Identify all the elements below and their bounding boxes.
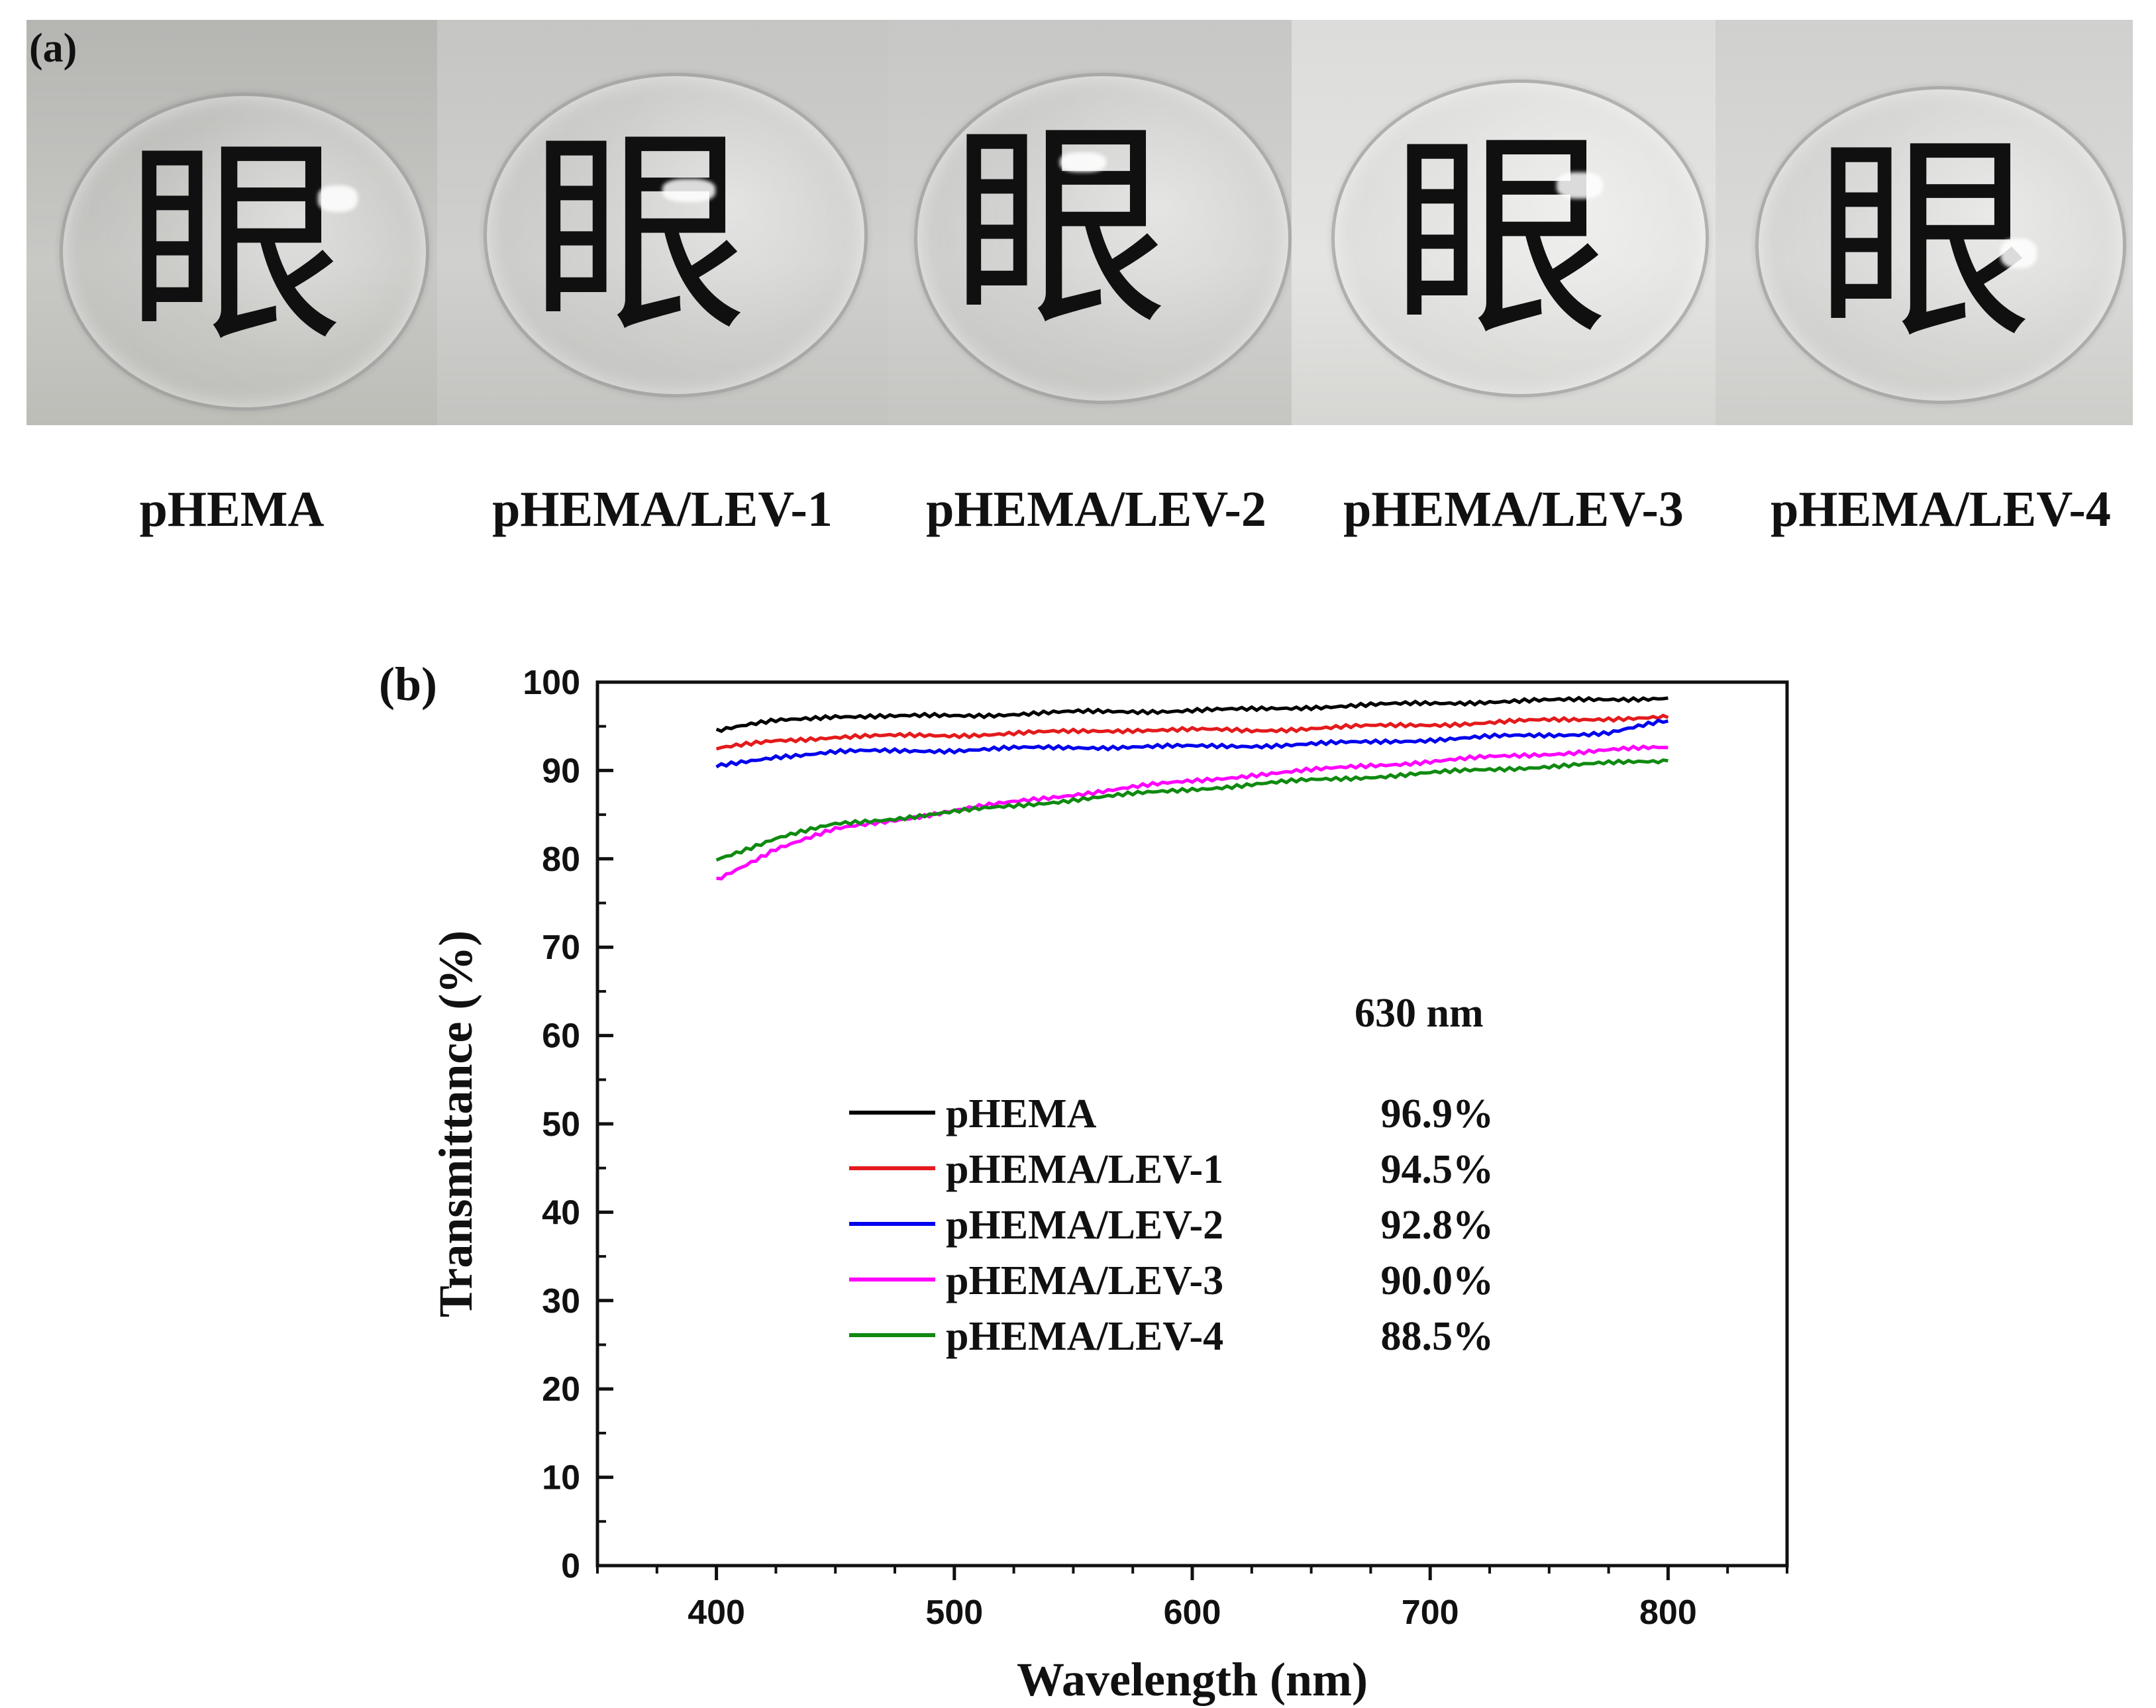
y-tick-label: 100 bbox=[523, 664, 580, 702]
sample-photo-lev2: 眼 bbox=[888, 20, 1292, 425]
legend-entry-value: 88.5% bbox=[1381, 1314, 1494, 1359]
x-tick-label: 600 bbox=[1164, 1593, 1221, 1632]
sample-label-lev2: pHEMA/LEV-2 bbox=[926, 481, 1266, 537]
x-tick-label: 400 bbox=[688, 1593, 745, 1632]
panel-b-label: (b) bbox=[379, 658, 437, 711]
series-lines bbox=[715, 695, 1669, 881]
legend-entry-label: pHEMA/LEV-4 bbox=[946, 1314, 1223, 1359]
series-line bbox=[715, 713, 1669, 751]
eye-glyph: 眼 bbox=[950, 101, 1169, 356]
axis-ticks bbox=[596, 680, 1788, 1580]
eye-glyph: 眼 bbox=[530, 108, 748, 362]
lens-disc bbox=[60, 93, 429, 411]
y-tick-label: 50 bbox=[542, 1105, 580, 1144]
series-line bbox=[715, 758, 1668, 862]
legend: pHEMA 96.9% pHEMA/LEV-1 94.5% pHEMA/LEV-2 92.… bbox=[849, 1091, 1494, 1359]
sample-label-lev4: pHEMA/LEV-4 bbox=[1771, 481, 2111, 537]
sample-photo-lev1: 眼 bbox=[437, 20, 888, 425]
sample-label-lev3: pHEMA/LEV-3 bbox=[1343, 481, 1684, 537]
lens-shine bbox=[1060, 152, 1106, 172]
panel-a-label: (a) bbox=[29, 26, 77, 71]
legend-entry-label: pHEMA/LEV-1 bbox=[946, 1147, 1223, 1192]
legend-entry-value: 96.9% bbox=[1381, 1091, 1494, 1136]
eye-glyph: 眼 bbox=[126, 118, 344, 372]
legend-entry-value: 94.5% bbox=[1381, 1147, 1494, 1192]
legend-entry-value: 90.0% bbox=[1381, 1258, 1494, 1303]
y-tick-label: 80 bbox=[542, 840, 580, 879]
y-tick-label: 90 bbox=[542, 752, 580, 790]
lens-shine bbox=[662, 179, 715, 202]
sample-photo-lev3: 眼 bbox=[1292, 20, 1716, 425]
lens-shine bbox=[318, 185, 358, 212]
legend-entry-label: pHEMA bbox=[946, 1091, 1097, 1136]
x-tick-label: 700 bbox=[1402, 1593, 1459, 1632]
y-tick-label: 20 bbox=[542, 1370, 580, 1409]
lens-shine bbox=[1557, 172, 1603, 199]
lens-disc bbox=[484, 73, 868, 397]
x-tick-label: 800 bbox=[1639, 1593, 1697, 1632]
x-axis-title: Wavelength (nm) bbox=[1017, 1653, 1368, 1706]
sample-label-phema: pHEMA bbox=[139, 481, 325, 537]
lens-disc bbox=[914, 73, 1292, 404]
series-line bbox=[715, 695, 1668, 733]
y-tick-label: 60 bbox=[542, 1017, 580, 1056]
series-line bbox=[715, 718, 1668, 769]
lens-disc bbox=[1755, 86, 2126, 404]
legend-entry-value: 92.8% bbox=[1381, 1203, 1494, 1248]
eye-glyph: 眼 bbox=[1815, 115, 2033, 369]
series-line bbox=[716, 744, 1668, 881]
x-tick-label: 500 bbox=[925, 1593, 983, 1632]
y-axis-title: Transmittance (%) bbox=[429, 930, 482, 1318]
plot-frame bbox=[595, 680, 1789, 1568]
y-tick-label: 40 bbox=[542, 1193, 580, 1232]
sample-label-lev1: pHEMA/LEV-1 bbox=[492, 481, 833, 537]
legend-entry-label: pHEMA/LEV-2 bbox=[946, 1203, 1223, 1248]
annotation-630nm: 630 nm bbox=[1355, 991, 1484, 1036]
sample-photo-lev4: 眼 bbox=[1716, 20, 2133, 425]
y-tick-label: 0 bbox=[561, 1547, 580, 1585]
lens-disc bbox=[1331, 79, 1709, 397]
lens-shine bbox=[2000, 238, 2037, 268]
legend-entry-label: pHEMA/LEV-3 bbox=[946, 1258, 1223, 1303]
eye-glyph: 眼 bbox=[1391, 111, 1610, 366]
y-tick-label: 30 bbox=[542, 1282, 580, 1321]
y-tick-label: 10 bbox=[542, 1459, 580, 1497]
y-tick-label: 70 bbox=[542, 929, 580, 967]
tick-labels: 0 10 20 30 40 50 60 70 80 90 100 400 500 600 700 800 bbox=[523, 664, 1697, 1632]
sample-photo-phema: 眼 bbox=[26, 20, 437, 425]
